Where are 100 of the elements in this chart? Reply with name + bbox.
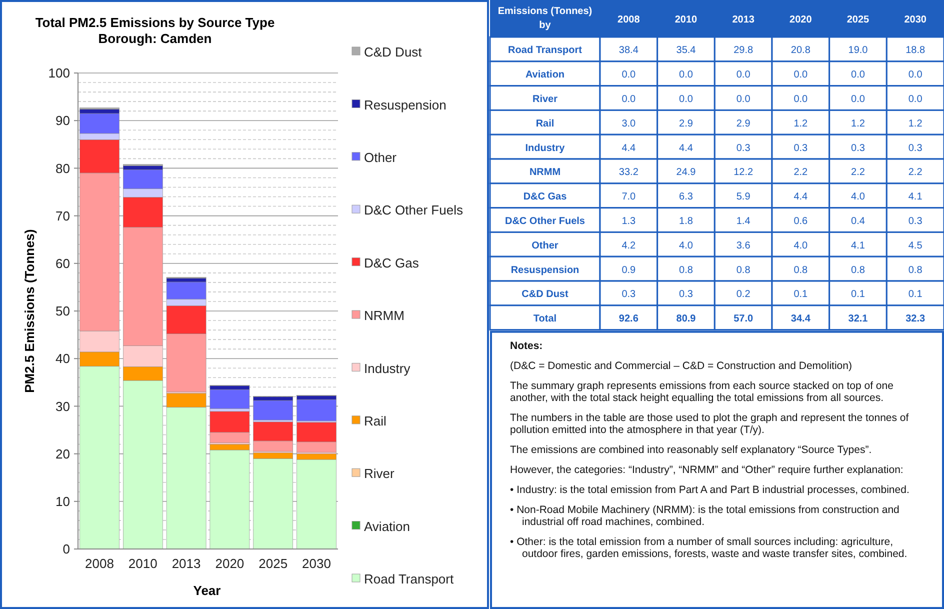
data-label: 1.8 xyxy=(679,216,694,227)
y-tick-label: D&C Other Fuels xyxy=(504,216,586,227)
legend-label: Rail xyxy=(364,413,387,428)
data-label: 33.2 xyxy=(618,167,639,178)
y-tick-label: 60 xyxy=(56,256,70,271)
x-tick-label: 2013 xyxy=(732,14,755,26)
y-axis-title: Emissions (Tonnes) by xyxy=(498,6,592,31)
x-tick-label: 2010 xyxy=(674,14,698,26)
data-label: 4.1 xyxy=(851,240,866,252)
data-label: 1.4 xyxy=(736,216,751,227)
bar xyxy=(210,389,250,409)
data-label: 3.6 xyxy=(736,240,751,252)
data-label: 0.0 xyxy=(622,94,636,105)
text: • Industry: is the total emission from Part A and Part B industrial processes, combined. xyxy=(510,484,910,496)
legend-label: Road Transport xyxy=(364,572,454,587)
y-tick-label: 80 xyxy=(56,160,70,176)
data-label: 0.0 xyxy=(736,94,751,105)
text: • Non-Road Mobile Machinery (NRMM): is the total emissions from construction and industrial off road machines, combined. xyxy=(510,504,900,528)
data-label: 34.4 xyxy=(790,314,811,325)
y-tick-label: Aviation xyxy=(525,70,565,81)
data-label: 0.0 xyxy=(908,70,923,81)
y-tick-label: Rail xyxy=(536,118,554,130)
data-label: 0.3 xyxy=(908,216,923,227)
x-tick-label: 2013 xyxy=(172,556,201,571)
y-tick-label: D&C Gas xyxy=(523,192,568,203)
chart-title: Total PM2.5 Emissions by Source Type xyxy=(35,15,275,30)
x-tick-label: 2008 xyxy=(618,14,640,26)
data-label: 0.3 xyxy=(736,142,751,154)
y-tick-label: Total xyxy=(533,314,557,325)
data-label: 2.9 xyxy=(736,118,751,130)
data-label: 4.2 xyxy=(622,240,636,252)
x-tick-label: 2030 xyxy=(302,556,331,571)
data-label: 0.0 xyxy=(679,94,694,105)
data-label: 92.6 xyxy=(618,314,639,325)
y-tick-label: 40 xyxy=(56,351,70,366)
y-tick-label: River xyxy=(532,94,558,105)
data-label: 5.9 xyxy=(736,192,751,203)
data-label: 0.0 xyxy=(851,94,866,105)
data-label: 38.4 xyxy=(618,45,639,56)
data-label: 0.1 xyxy=(908,289,923,300)
data-label: 3.0 xyxy=(622,118,636,130)
data-label: 0.0 xyxy=(736,70,751,81)
y-tick-label: Other xyxy=(532,240,558,252)
x-tick-label: 2020 xyxy=(215,556,244,571)
text: (D&C = Domestic and Commercial – C&D = Construction and Demolition) xyxy=(510,360,852,372)
data-label: 0.0 xyxy=(908,94,923,105)
legend-label: D&C Gas xyxy=(364,255,420,270)
data-label: 1.2 xyxy=(908,118,923,130)
y-tick-label: Industry xyxy=(525,142,566,154)
text: The summary graph represents emissions from each source stacked on top of one another, with the total stack height equalling the total emissions from all sources. xyxy=(510,380,894,404)
data-label: 35.4 xyxy=(676,45,696,56)
data-label: 0.0 xyxy=(794,94,808,105)
text: The emissions are combined into reasonably self explanatory “Source Types”. xyxy=(510,444,872,456)
legend-label: Other xyxy=(364,150,398,165)
data-label: 57.0 xyxy=(734,314,754,325)
data-label: 7.0 xyxy=(622,192,636,203)
data-label: 1.2 xyxy=(794,118,808,130)
legend-label: Aviation xyxy=(364,518,410,534)
x-tick-label: 2025 xyxy=(846,14,870,26)
data-label: 0.3 xyxy=(851,142,866,154)
data-label: 18.8 xyxy=(906,45,926,56)
data-label: 0.6 xyxy=(794,216,808,227)
legend-label: C&D Dust xyxy=(364,44,422,60)
x-tick-label: 2008 xyxy=(85,556,114,571)
y-tick-label: 50 xyxy=(56,304,70,319)
data-label: 4.0 xyxy=(851,192,866,203)
data-label: 0.0 xyxy=(679,70,694,81)
data-label: 2.9 xyxy=(679,118,694,130)
data-label: 12.2 xyxy=(734,167,754,178)
legend-label: River xyxy=(364,466,396,482)
data-label: 0.8 xyxy=(736,264,751,276)
x-tick-label: 2010 xyxy=(128,556,158,571)
data-label: 0.8 xyxy=(908,264,923,276)
data-label: 0.1 xyxy=(794,289,808,300)
data-label: 0.2 xyxy=(736,289,751,300)
y-tick-label: 20 xyxy=(56,446,70,462)
y-axis-title: PM2.5 Emissions (Tonnes) xyxy=(22,229,37,393)
text: The numbers in the table are those used to plot the graph and represent the tonnes of pollution emitted into the atmosphere in that year (T/y). xyxy=(510,412,909,436)
data-label: 0.3 xyxy=(622,289,636,300)
data-label: 0.1 xyxy=(851,289,866,300)
x-tick-label: 2030 xyxy=(904,14,927,26)
text: Notes: xyxy=(510,340,543,352)
data-label: 2.2 xyxy=(851,167,866,178)
data-label: 0.9 xyxy=(622,264,636,276)
data-label: 4.4 xyxy=(794,192,808,203)
data-label: 0.8 xyxy=(794,264,808,276)
y-tick-label: 100 xyxy=(48,66,70,81)
y-tick-label: 70 xyxy=(56,208,70,224)
x-axis-title: Year xyxy=(193,583,221,598)
data-label: 0.8 xyxy=(679,264,694,276)
y-tick-label: 10 xyxy=(56,494,70,509)
x-tick-label: 2025 xyxy=(258,556,288,571)
data-label: 2.2 xyxy=(908,167,923,178)
data-label: 1.2 xyxy=(851,118,866,130)
data-label: 4.0 xyxy=(794,240,808,252)
y-tick-label: NRMM xyxy=(529,167,561,178)
legend-label: Resuspension xyxy=(364,97,446,112)
data-label: 20.8 xyxy=(790,45,811,56)
data-label: 0.3 xyxy=(908,142,923,154)
y-tick-label: Resuspension xyxy=(510,264,580,276)
